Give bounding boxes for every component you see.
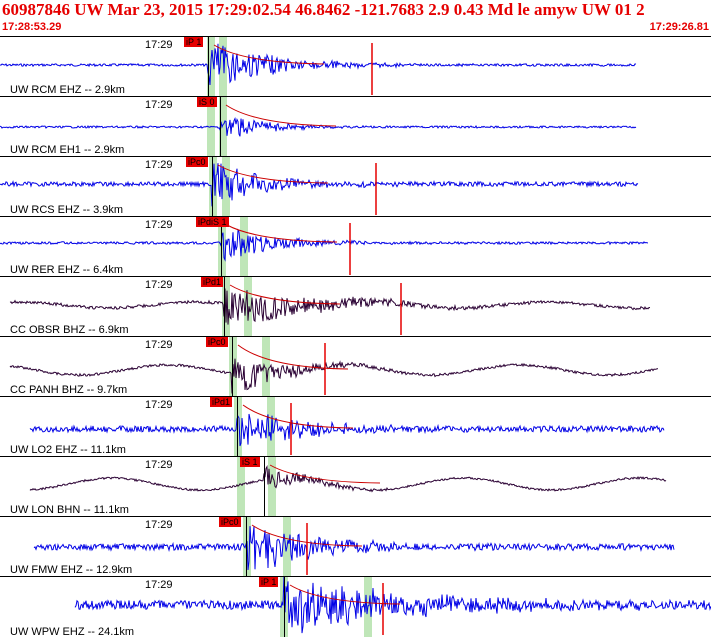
trace-panel[interactable]: iPd1 17:29 CC OBSR BHZ -- 6.9km [0, 276, 711, 337]
coda-curve [269, 464, 381, 484]
waveform-line [0, 43, 637, 86]
station-label: UW LO2 EHZ -- 11.1km [10, 444, 126, 456]
trace-panel[interactable]: iPc0 17:29 CC PANH BHZ -- 9.7km [0, 336, 711, 397]
waveform-line [0, 228, 648, 262]
trace-panel[interactable]: iPdiS 1 17:29 UW RER EHZ -- 6.4km [0, 216, 711, 277]
station-label: UW RCM EH1 -- 2.9km [10, 144, 125, 156]
arrival-marker [219, 97, 227, 157]
panel-time: 17:29 [145, 399, 173, 411]
waveform-trace [0, 163, 639, 215]
time-tick [246, 517, 247, 577]
event-title: 60987846 UW Mar 23, 2015 17:29:02.54 46.… [2, 0, 645, 19]
panel-time: 17:29 [145, 279, 173, 291]
panel-time: 17:29 [145, 339, 173, 351]
waveform-line [0, 116, 637, 137]
waveform-line [29, 464, 667, 493]
phase-pick[interactable]: iPc0 [206, 337, 228, 347]
time-tick [232, 337, 233, 397]
station-label: UW WPW EHZ -- 24.1km [10, 626, 135, 638]
waveform-trace [29, 403, 665, 455]
waveform-trace [29, 464, 667, 493]
phase-pick[interactable]: iPd1 [201, 277, 224, 287]
waveform-line [9, 358, 658, 394]
trace-panel[interactable]: iPc0 17:29 UW FMW EHZ -- 12.9km [0, 516, 711, 577]
trace-panel[interactable]: iP 1 17:29 UW RCM EHZ -- 2.9km [0, 36, 711, 97]
waveform-trace [9, 283, 651, 335]
time-tick [224, 277, 225, 337]
phase-pick[interactable]: iPc0 [219, 517, 241, 527]
time-tick [212, 157, 213, 217]
coda-curve [213, 44, 325, 65]
phase-pick[interactable]: iPc0 [186, 157, 208, 167]
waveform-trace [0, 104, 637, 137]
arrival-marker [240, 217, 248, 277]
arrival-marker [268, 457, 276, 517]
station-label: UW RCM EHZ -- 2.9km [10, 84, 125, 96]
time-tick [237, 397, 238, 457]
station-label: UW FMW EHZ -- 12.9km [10, 564, 133, 576]
station-label: UW LON BHN -- 11.1km [10, 504, 129, 516]
trace-panel[interactable]: iS 1 17:29 UW LON BHN -- 11.1km [0, 456, 711, 517]
coda-curve [226, 224, 338, 243]
phase-pick[interactable]: iS 1 [240, 457, 260, 467]
panel-time: 17:29 [145, 519, 173, 531]
trace-panel[interactable]: iP 1 17:29 UW WPW EHZ -- 24.1km [0, 576, 711, 639]
panel-time: 17:29 [145, 99, 173, 111]
station-label: UW RCS EHZ -- 3.9km [10, 204, 124, 216]
coda-curve [225, 104, 337, 127]
station-label: CC PANH BHZ -- 9.7km [10, 384, 128, 396]
panel-time: 17:29 [145, 579, 173, 591]
time-tick [221, 217, 222, 277]
arrival-marker [267, 397, 275, 457]
phase-pick[interactable]: iP 1 [259, 577, 279, 587]
trace-panel[interactable]: iPd1 17:29 UW LO2 EHZ -- 11.1km [0, 396, 711, 457]
time-tick [220, 97, 221, 157]
phase-pick[interactable]: iP 1 [184, 37, 204, 47]
end-time: 17:29:26.81 [649, 21, 709, 33]
waveform-line [29, 413, 665, 447]
phase-pick[interactable]: iS 0 [197, 97, 217, 107]
waveform-trace [0, 43, 637, 95]
panel-time: 17:29 [145, 459, 173, 471]
arrival-marker [222, 157, 230, 217]
coda-curve [237, 344, 349, 370]
time-tick [208, 37, 209, 97]
trace-panel[interactable]: iS 0 17:29 UW RCM EH1 -- 2.9km [0, 96, 711, 157]
coda-curve [242, 404, 354, 429]
arrival-marker [234, 397, 242, 457]
waveform-trace [9, 343, 658, 395]
waveform-line [9, 288, 651, 325]
coda-curve [251, 524, 363, 547]
waveform-trace [0, 223, 648, 275]
phase-pick[interactable]: iPd1 [210, 397, 233, 407]
coda-curve [217, 164, 329, 184]
waveform-trace [33, 523, 675, 575]
arrival-marker [218, 217, 226, 277]
arrival-marker [219, 37, 227, 97]
time-tick [284, 577, 285, 637]
trace-panel[interactable]: iPc0 17:29 UW RCS EHZ -- 3.9km [0, 156, 711, 217]
panel-time: 17:29 [145, 159, 173, 171]
panel-time: 17:29 [145, 219, 173, 231]
station-label: UW RER EHZ -- 6.4km [10, 264, 124, 276]
phase-pick[interactable]: iPdiS 1 [196, 217, 229, 227]
arrival-marker [207, 97, 215, 157]
arrival-marker [262, 337, 270, 397]
time-tick [264, 457, 265, 517]
waveform-line [0, 163, 639, 207]
arrival-marker [237, 457, 245, 517]
station-label: CC OBSR BHZ -- 6.9km [10, 324, 129, 336]
waveform-line [33, 525, 675, 571]
start-time: 17:28:53.29 [2, 21, 62, 33]
panel-time: 17:29 [145, 39, 173, 51]
header: 60987846 UW Mar 23, 2015 17:29:02.54 46.… [0, 0, 711, 36]
waveform-line [74, 577, 711, 634]
waveform-trace [74, 577, 711, 635]
coda-curve [229, 284, 341, 305]
seismogram-panels: iP 1 17:29 UW RCM EHZ -- 2.9km iS 0 17:2… [0, 36, 711, 638]
